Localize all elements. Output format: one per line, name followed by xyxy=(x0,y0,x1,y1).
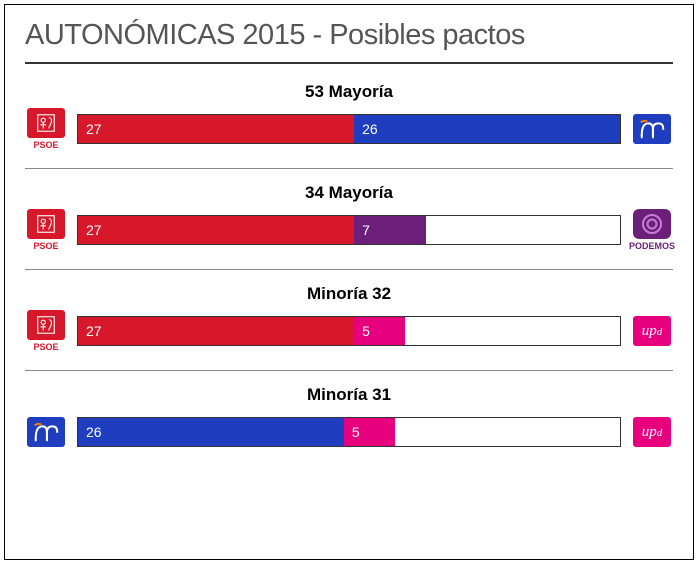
row-total-label: 53 Mayoría xyxy=(25,82,673,102)
pact-row: 34 Mayoría PSOE 27 7 PODEMOS xyxy=(25,183,673,270)
chart-rows: 53 Mayoría PSOE 27 26 34 Mayoría PSOE 27… xyxy=(25,82,673,471)
bar-segment-left: 27 xyxy=(78,317,354,345)
bar-segment-right: 7 xyxy=(354,216,426,244)
party-logo-right xyxy=(631,108,673,150)
party-logo-left: PSOE xyxy=(25,310,67,352)
pact-row: 53 Mayoría PSOE 27 26 xyxy=(25,82,673,169)
bar-segment-left: 26 xyxy=(78,418,344,446)
bar-segment-left: 27 xyxy=(78,216,354,244)
bar-segment-right: 26 xyxy=(354,115,620,143)
party-logo-right: upd xyxy=(631,411,673,453)
stacked-bar: 27 7 xyxy=(77,215,621,245)
row-total-label: Minoría 31 xyxy=(25,385,673,405)
stacked-bar: 26 5 xyxy=(77,417,621,447)
party-logo-left xyxy=(25,411,67,453)
pact-row: Minoría 31 26 5 upd xyxy=(25,385,673,471)
party-logo-left: PSOE xyxy=(25,209,67,251)
stacked-bar: 27 5 xyxy=(77,316,621,346)
party-logo-right: PODEMOS xyxy=(631,209,673,251)
row-total-label: Minoría 32 xyxy=(25,284,673,304)
row-total-label: 34 Mayoría xyxy=(25,183,673,203)
stacked-bar: 27 26 xyxy=(77,114,621,144)
bar-segment-right: 5 xyxy=(354,317,405,345)
party-logo-right: upd xyxy=(631,310,673,352)
page-title: AUTONÓMICAS 2015 - Posibles pactos xyxy=(25,19,673,64)
pact-row: Minoría 32 PSOE 27 5 upd xyxy=(25,284,673,371)
bar-segment-left: 27 xyxy=(78,115,354,143)
bar-segment-right: 5 xyxy=(344,418,395,446)
party-logo-left: PSOE xyxy=(25,108,67,150)
